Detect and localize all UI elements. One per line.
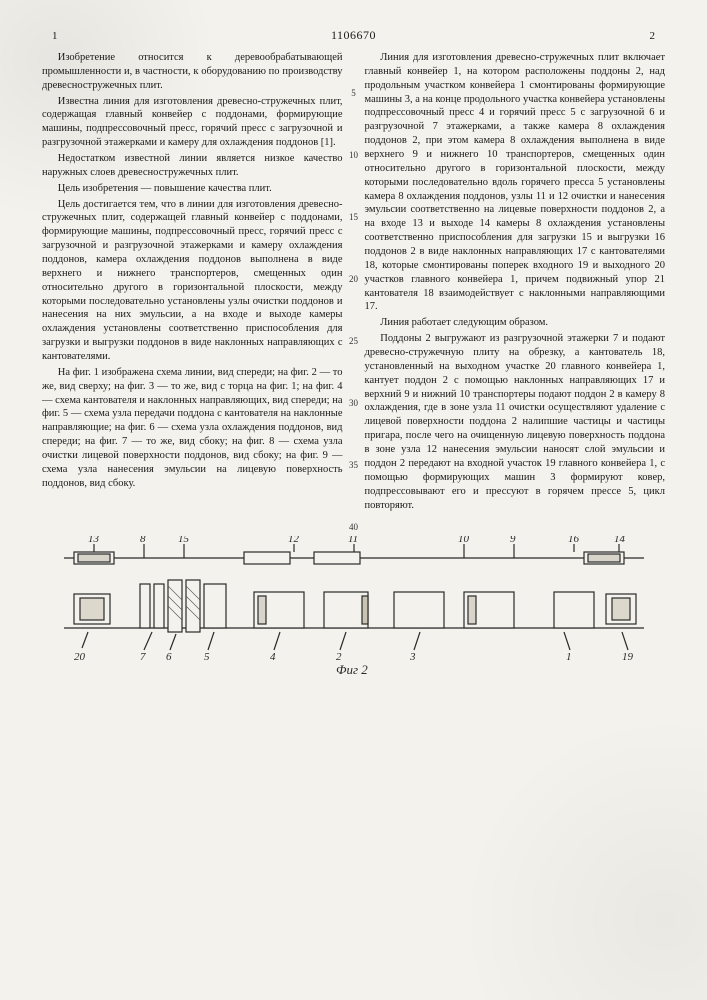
svg-text:19: 19 — [622, 651, 634, 663]
line-number: 5 — [345, 88, 363, 98]
figure-2: 13 8 15 12 11 10 9 16 14 — [42, 536, 665, 681]
paragraph: Изобретение относится к деревообрабатыва… — [42, 51, 343, 93]
paragraph: Цель достигается тем, что в линии для из… — [42, 198, 343, 364]
svg-text:20: 20 — [74, 651, 86, 663]
line-number-gutter: 5 10 15 20 25 30 35 40 — [345, 60, 363, 532]
header-row: 1 1106670 2 — [42, 28, 665, 43]
line-number: 35 — [345, 460, 363, 470]
svg-text:3: 3 — [409, 651, 416, 663]
line-number: 25 — [345, 336, 363, 346]
figure-2-svg: 13 8 15 12 11 10 9 16 14 — [44, 536, 664, 676]
svg-text:6: 6 — [166, 651, 172, 663]
line-number: 20 — [345, 274, 363, 284]
svg-text:13: 13 — [88, 536, 100, 545]
paragraph: Недостатком известной линии является низ… — [42, 152, 343, 180]
paragraph: Линия работает следующим образом. — [365, 316, 666, 330]
paragraph: Цель изобретения — повышение качества пл… — [42, 182, 343, 196]
svg-text:8: 8 — [140, 536, 146, 545]
page: 1 1106670 2 5 10 15 20 25 30 35 40 Изобр… — [0, 0, 707, 1000]
line-number: 15 — [345, 212, 363, 222]
svg-text:7: 7 — [140, 651, 146, 663]
paragraph: На фиг. 1 изображена схема линии, вид сп… — [42, 366, 343, 491]
svg-text:16: 16 — [568, 536, 580, 545]
paragraph: Поддоны 2 выгружают из разгрузочной этаж… — [365, 332, 666, 512]
svg-text:15: 15 — [178, 536, 190, 545]
col-number-right: 2 — [650, 30, 656, 42]
line-number: 40 — [345, 522, 363, 532]
line-number: 10 — [345, 150, 363, 160]
svg-text:14: 14 — [614, 536, 626, 545]
svg-text:9: 9 — [510, 536, 516, 545]
svg-text:12: 12 — [288, 536, 300, 545]
svg-text:10: 10 — [458, 536, 470, 545]
paragraph: Линия для изготовления древесно-стружечн… — [365, 51, 666, 314]
col-number-left: 1 — [52, 30, 58, 42]
figure-label: Фиг 2 — [336, 662, 368, 676]
line-number: 30 — [345, 398, 363, 408]
svg-text:11: 11 — [348, 536, 358, 545]
document-number: 1106670 — [331, 28, 376, 43]
svg-text:1: 1 — [566, 651, 572, 663]
paragraph: Известна линия для изготовления древесно… — [42, 95, 343, 150]
svg-text:5: 5 — [204, 651, 210, 663]
svg-text:4: 4 — [270, 651, 276, 663]
